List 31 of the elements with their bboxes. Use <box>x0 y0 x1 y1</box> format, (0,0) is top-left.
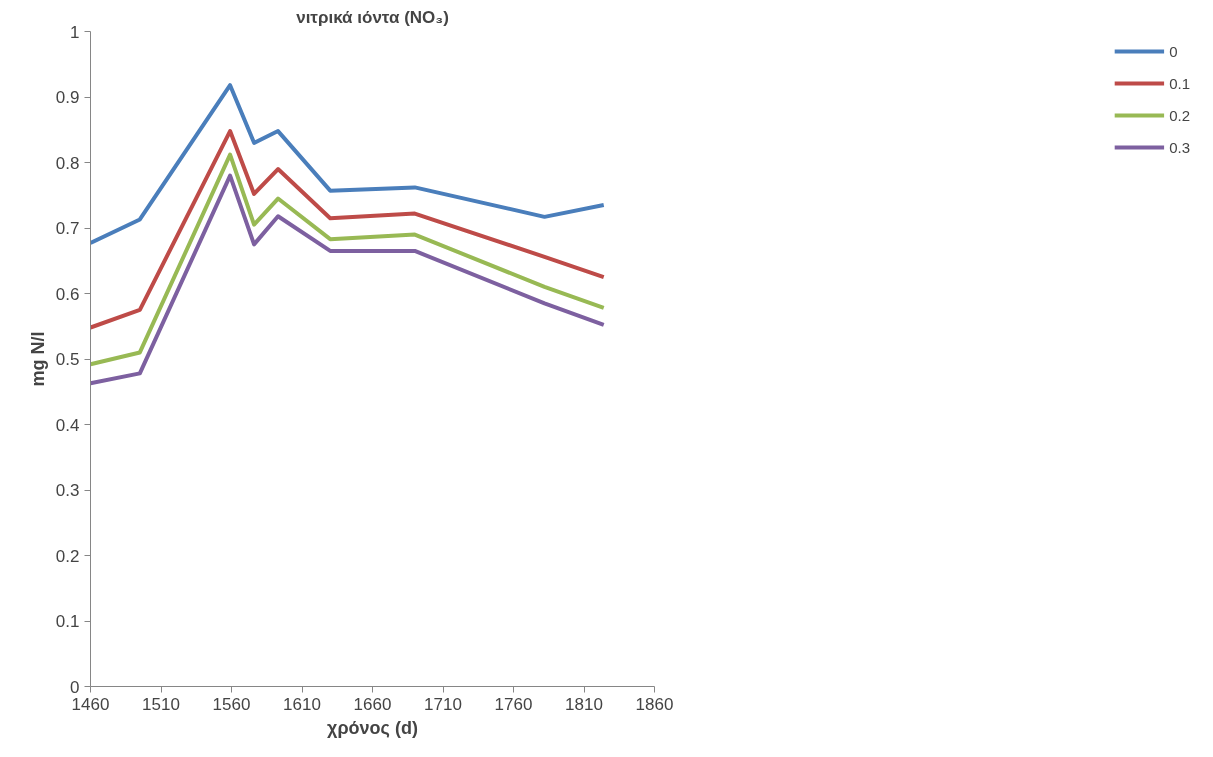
y-tick-label: 1 <box>70 22 80 42</box>
legend-label: 0.2 <box>1169 106 1190 124</box>
y-tick-label: 0.3 <box>55 481 80 500</box>
y-tick-label: 0.9 <box>55 88 80 107</box>
y-tick-label: 0.1 <box>55 612 80 631</box>
y-tick-label: 0.2 <box>55 546 80 566</box>
x-tick-label: 1610 <box>283 694 321 714</box>
y-tick-label: 0.8 <box>55 153 80 173</box>
x-axis-title: χρόνος (d) <box>327 717 418 738</box>
y-tick-label: 0.6 <box>55 284 80 304</box>
y-tick-label: 0.7 <box>55 219 80 238</box>
x-tick-label: 1710 <box>424 694 462 714</box>
chart-title: νιτρικά ιόντα (NO₃) <box>296 7 449 27</box>
y-tick-label: 0 <box>70 677 80 697</box>
line-series <box>90 173 606 386</box>
x-tick-label: 1510 <box>142 694 180 714</box>
x-tick-label: 1460 <box>71 694 110 714</box>
line-series <box>90 83 606 246</box>
legend-label: 0.3 <box>1169 138 1190 156</box>
x-tick-label: 1810 <box>565 694 603 714</box>
x-tick-label: 1660 <box>353 694 392 714</box>
legend-label: 0 <box>1169 42 1179 60</box>
x-tick-label: 1860 <box>635 694 674 714</box>
line-series <box>90 152 606 367</box>
y-axis-title: mg N/l <box>27 331 48 387</box>
line-series <box>90 129 606 330</box>
x-tick-label: 1760 <box>494 694 533 714</box>
y-tick-label: 0.5 <box>55 350 80 369</box>
x-tick-label: 1560 <box>212 694 251 714</box>
y-tick-label: 0.4 <box>55 415 80 435</box>
legend-label: 0.1 <box>1169 74 1190 92</box>
